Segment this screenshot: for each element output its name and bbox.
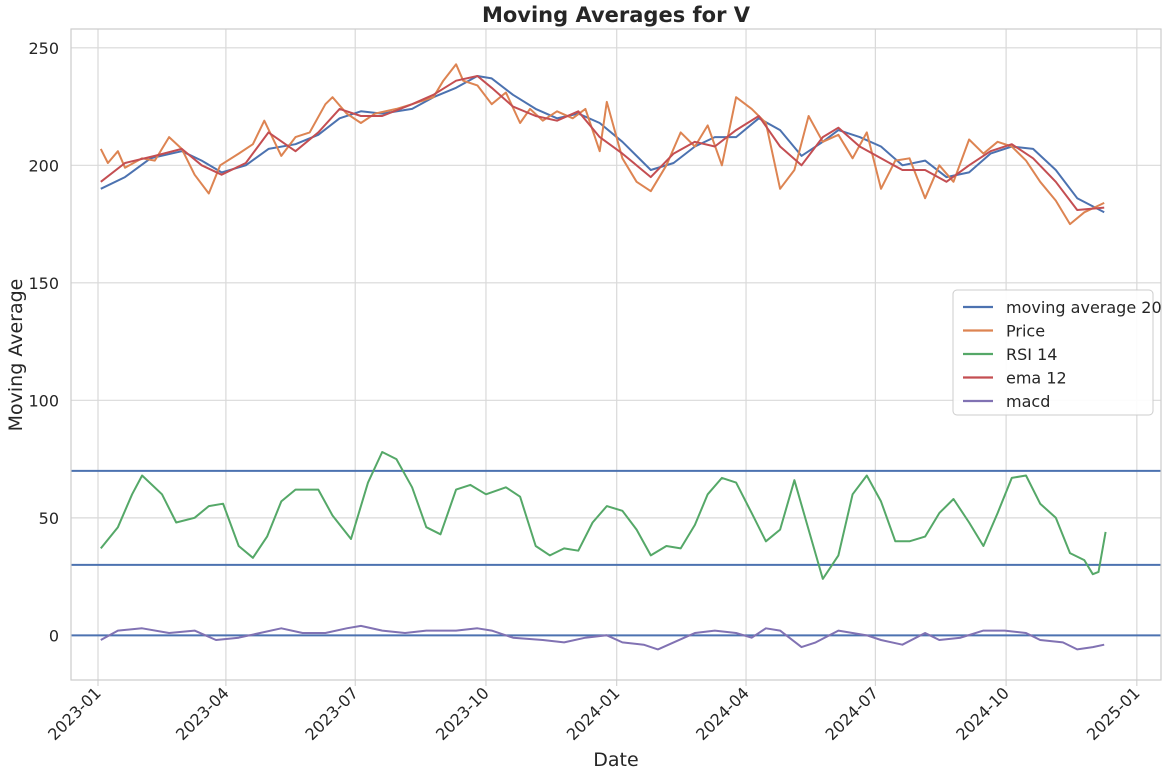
y-axis-title: Moving Average (5, 279, 27, 432)
legend: moving average 20 Price RSI 14 ema 12 macd (952, 289, 1162, 416)
y-tick-label: 200 (28, 156, 59, 175)
series-line-ema-12 (100, 75, 1105, 211)
legend-label-ema-12: ema 12 (1006, 369, 1067, 388)
legend-label-macd: macd (1006, 392, 1050, 411)
series-line-moving-average-20 (100, 75, 1105, 214)
y-tick-label: 250 (28, 39, 59, 58)
y-tick-label: 150 (28, 274, 59, 293)
y-tick-label: 100 (28, 391, 59, 410)
series-line-macd (100, 624, 1105, 651)
series-line-price (99, 63, 1105, 226)
legend-label-price: Price (1006, 322, 1045, 341)
legend-box (952, 289, 1154, 416)
legend-label-moving-average-20: moving average 20 (1006, 298, 1162, 317)
chart-title: Moving Averages for V (482, 3, 751, 27)
legend-label-rsi-14: RSI 14 (1006, 345, 1057, 364)
y-tick-label: 50 (39, 509, 59, 528)
y-tick-label: 0 (49, 626, 59, 645)
plot-frame (70, 28, 1162, 681)
series-layer (99, 63, 1107, 651)
x-axis-title: Date (593, 749, 638, 771)
series-line-rsi-14 (100, 451, 1107, 580)
